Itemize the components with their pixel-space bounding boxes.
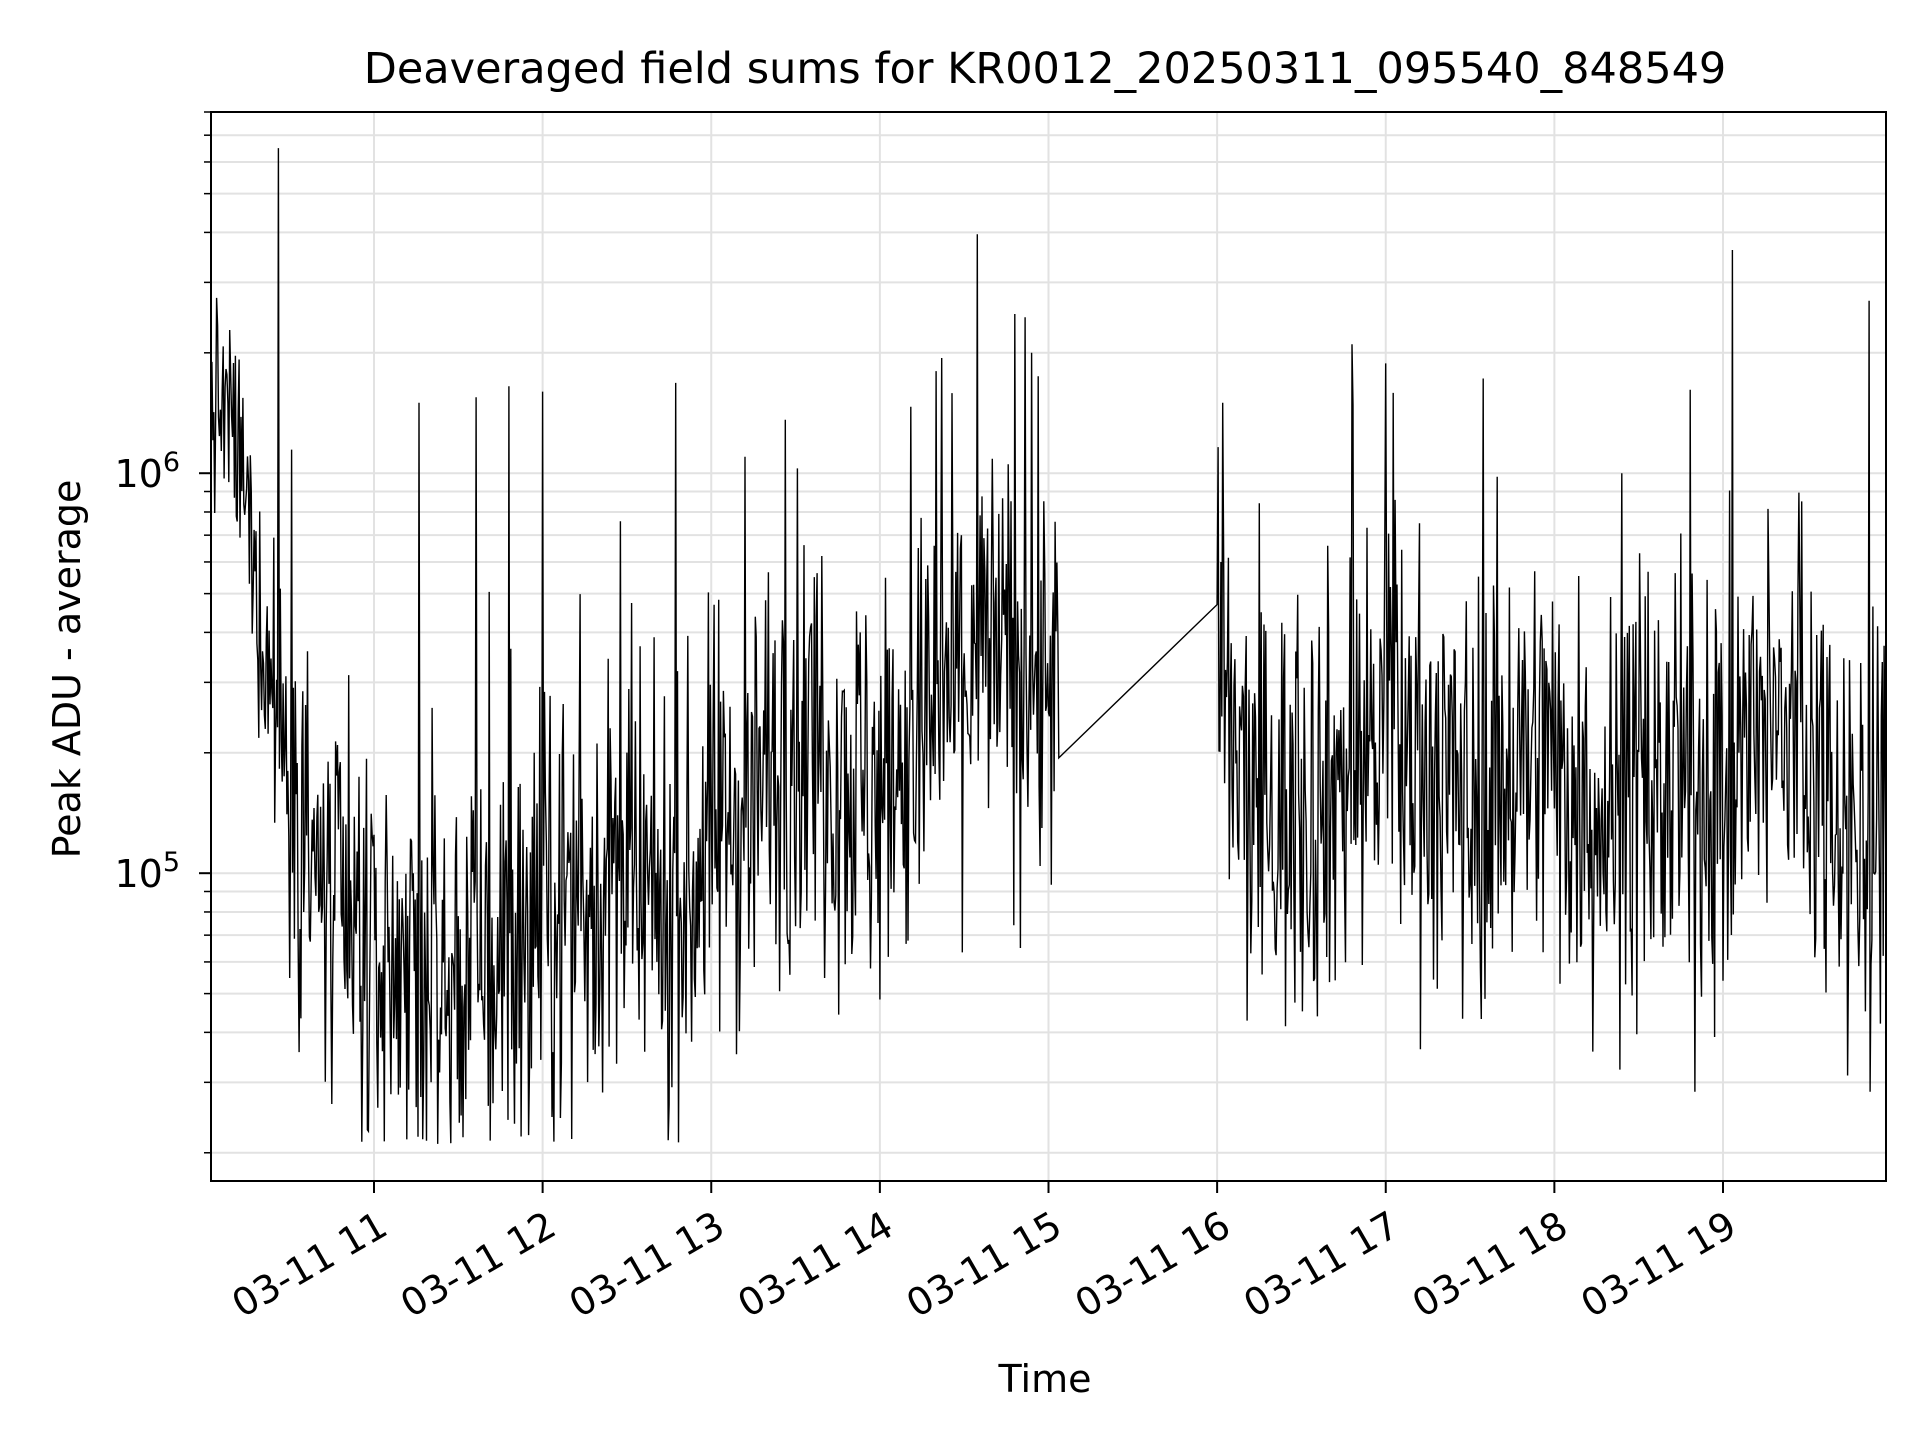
- y-tick-base: 10: [114, 452, 162, 496]
- chart-title: Deaveraged field sums for KR0012_2025031…: [364, 44, 1727, 94]
- y-tick-base: 10: [114, 852, 162, 896]
- y-tick-exponent: 5: [163, 847, 180, 878]
- x-axis-label: Time: [998, 1357, 1092, 1401]
- y-tick-exponent: 6: [163, 447, 180, 478]
- series-line: [211, 148, 1886, 1144]
- series-path: [211, 148, 1886, 1144]
- plot-frame: [210, 111, 1887, 1182]
- y-axis-label: Peak ADU - average: [45, 480, 89, 859]
- y-tick-label: 106: [114, 447, 180, 496]
- y-tick-label: 105: [114, 847, 180, 896]
